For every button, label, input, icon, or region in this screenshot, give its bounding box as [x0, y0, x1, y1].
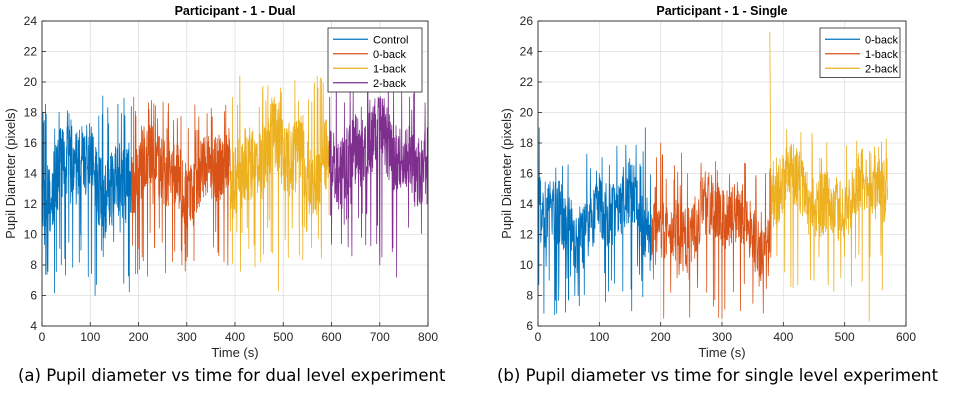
- series-line-0-back: [130, 96, 231, 277]
- x-tick-label: 0: [39, 330, 46, 344]
- series-line-control: [42, 95, 132, 296]
- series-line-0-back: [538, 127, 652, 316]
- y-tick-label: 10: [520, 258, 534, 272]
- y-tick-label: 8: [526, 289, 533, 303]
- x-tick-label: 600: [321, 330, 341, 344]
- x-tick-label: 200: [651, 330, 671, 344]
- y-tick-label: 16: [520, 167, 534, 181]
- y-tick-label: 6: [526, 319, 533, 333]
- caption-a: (a) Pupil diameter vs time for dual leve…: [18, 366, 446, 385]
- x-tick-label: 300: [177, 330, 197, 344]
- legend-label: 2-back: [373, 78, 407, 90]
- legend-label: 1-back: [865, 49, 899, 61]
- x-tick-label: 500: [273, 330, 293, 344]
- series-line-2-back: [769, 31, 888, 322]
- legend-label: 0-back: [865, 34, 899, 46]
- series-line-2-back: [328, 38, 428, 278]
- series-group: [42, 38, 428, 296]
- y-tick-label: 24: [24, 14, 38, 28]
- y-tick-label: 4: [30, 319, 37, 333]
- x-tick-label: 100: [589, 330, 609, 344]
- chart-1: 0 100 200 300 400 500 600 6 8 10 12 14 16 18 20 22 24 26 P…: [499, 4, 916, 360]
- chart-0: 0 100 200 300 400 500 600 700 800 4 6 8 10 12 14 16 18 20…: [3, 4, 438, 360]
- y-tick-label: 14: [520, 197, 534, 211]
- legend-label: 0-back: [373, 49, 407, 61]
- y-tick-label: 22: [520, 75, 534, 89]
- y-tick-label: 26: [520, 14, 534, 28]
- y-tick-label: 12: [520, 228, 534, 242]
- y-tick-label: 22: [24, 45, 38, 59]
- series-line-1-back: [651, 142, 772, 319]
- y-tick-label: 6: [30, 289, 37, 303]
- x-tick-label: 400: [225, 330, 245, 344]
- legend: 0-back 1-back 2-back: [819, 27, 901, 78]
- legend: Control 0-back 1-back 2-back: [327, 27, 423, 93]
- legend-box: [819, 27, 901, 78]
- x-tick-label: 800: [418, 330, 438, 344]
- x-tick-label: 500: [835, 330, 855, 344]
- y-tick-label: 20: [24, 75, 38, 89]
- y-tick-label: 16: [24, 136, 38, 150]
- chart-title: Participant - 1 - Dual: [175, 4, 296, 18]
- y-tick-label: 8: [30, 258, 37, 272]
- x-tick-label: 0: [535, 330, 542, 344]
- x-tick-label: 700: [370, 330, 390, 344]
- x-tick-label: 400: [773, 330, 793, 344]
- x-tick-label: 100: [80, 330, 100, 344]
- series-group: [538, 31, 888, 322]
- y-tick-label: 10: [24, 228, 38, 242]
- legend-label: 1-back: [373, 63, 407, 75]
- legend-label: 2-back: [865, 63, 899, 75]
- legend-label: Control: [373, 34, 408, 46]
- y-tick-label: 12: [24, 197, 38, 211]
- x-axis-label: Time (s): [211, 345, 258, 360]
- y-tick-label: 24: [520, 45, 534, 59]
- x-tick-label: 200: [128, 330, 148, 344]
- y-axis-label: Pupil Diameter (pixels): [499, 108, 514, 239]
- y-tick-label: 20: [520, 106, 534, 120]
- caption-b: (b) Pupil diameter vs time for single le…: [497, 366, 939, 385]
- y-tick-label: 18: [520, 136, 534, 150]
- x-axis-label: Time (s): [698, 345, 745, 360]
- x-tick-label: 300: [712, 330, 732, 344]
- y-tick-label: 14: [24, 167, 38, 181]
- x-tick-label: 600: [896, 330, 916, 344]
- series-line-1-back: [229, 75, 330, 292]
- y-tick-label: 18: [24, 106, 38, 120]
- y-axis-label: Pupil Diameter (pixels): [3, 108, 18, 239]
- chart-title: Participant - 1 - Single: [656, 4, 787, 18]
